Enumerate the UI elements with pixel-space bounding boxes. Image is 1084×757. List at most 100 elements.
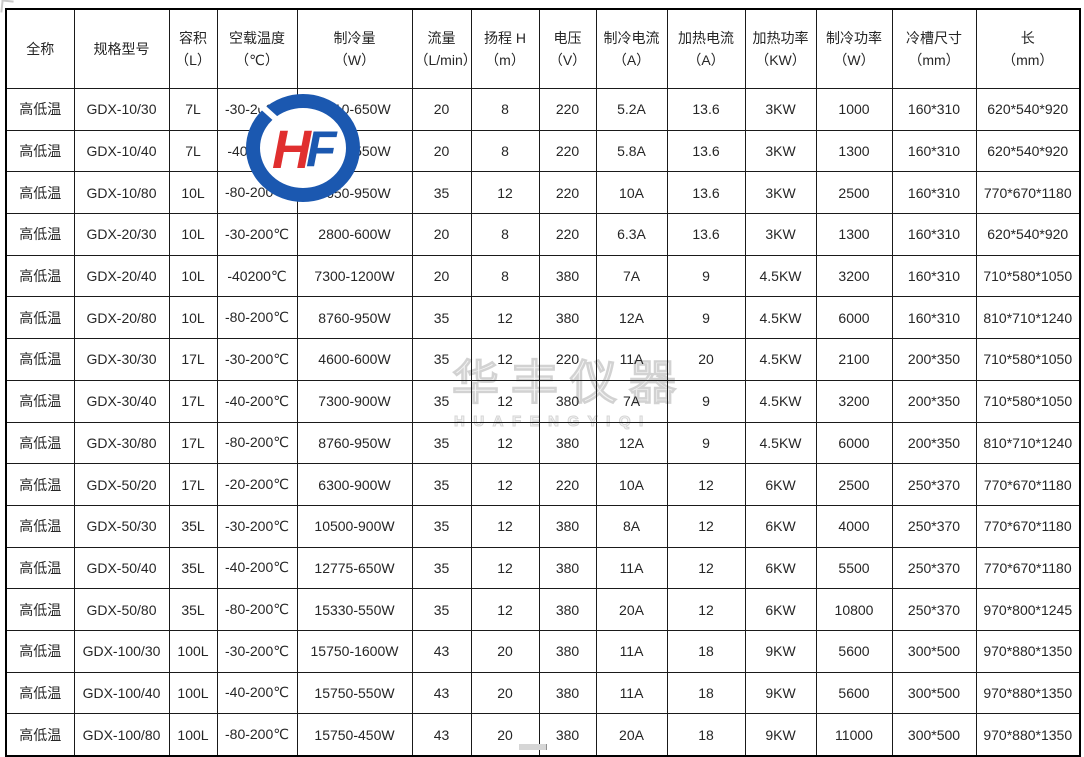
table-cell: 710*580*1050 — [975, 379, 1081, 423]
table-cell: 15750-450W — [296, 713, 413, 757]
table-cell: 380 — [538, 254, 597, 298]
table-cell: -30-200℃ — [216, 213, 298, 256]
table-cell: 20 — [666, 338, 746, 381]
table-cell: 11A — [595, 338, 668, 381]
table-cell: 高低温 — [5, 171, 75, 215]
table-cell: 620*540*920 — [975, 129, 1081, 173]
table-cell: 20 — [411, 254, 472, 298]
table-cell: 220 — [538, 129, 597, 173]
table-cell: 9 — [666, 379, 746, 423]
table-cell: 高低温 — [5, 546, 75, 590]
table-cell: 10L — [168, 171, 218, 215]
table-cell: 高低温 — [5, 296, 75, 340]
table-cell: 13.6 — [666, 88, 746, 131]
scrollbar-thumb-fragment[interactable] — [519, 744, 547, 750]
table-cell: 810*710*1240 — [975, 421, 1081, 465]
table-row: 高低温 GDX-100/40 100L -40-200℃ 15750-550W 43 20 3… — [5, 671, 1081, 715]
table-cell: 9KW — [744, 671, 817, 715]
table-cell: -30-200℃ — [216, 338, 298, 381]
table-cell: 7A — [595, 379, 668, 423]
table-cell: 18 — [666, 629, 746, 673]
table-cell: 10800 — [815, 588, 893, 631]
table-cell: 35 — [411, 421, 472, 465]
table-cell: -40-200℃ — [216, 379, 298, 423]
table-cell: 2100 — [815, 338, 893, 381]
table-cell: 5600 — [815, 671, 893, 715]
table-cell: GDX-10/80 — [73, 171, 170, 215]
table-cell: 高低温 — [5, 338, 75, 381]
table-cell: 160*310 — [891, 213, 977, 256]
table-cell: -40200℃ — [216, 254, 298, 298]
table-cell: 13.6 — [666, 171, 746, 215]
table-cell: 250*370 — [891, 546, 977, 590]
table-row: 高低温 GDX-10/30 7L -30-200℃ 2010-650W 20 8 220 5.2… — [5, 88, 1081, 131]
table-cell: 250*370 — [891, 588, 977, 631]
table-cell: 10L — [168, 213, 218, 256]
table-cell: 160*310 — [891, 129, 977, 173]
table-cell: 770*670*1180 — [975, 504, 1081, 548]
column-header: 长（mm） — [975, 8, 1081, 89]
table-cell: GDX-30/80 — [73, 421, 170, 465]
table-cell: 8 — [470, 213, 540, 256]
table-cell: 160*310 — [891, 88, 977, 131]
table-cell: 35 — [411, 171, 472, 215]
table-cell: 4.5KW — [744, 338, 817, 381]
table-cell: 12 — [470, 421, 540, 465]
table-cell: 17L — [168, 338, 218, 381]
table-cell: 高低温 — [5, 88, 75, 131]
column-header: 扬程 H （m） — [470, 8, 540, 89]
table-cell: 970*800*1245 — [975, 588, 1081, 631]
column-header: 冷槽尺寸 （mm） — [891, 8, 977, 89]
table-cell: 13.6 — [666, 129, 746, 173]
table-cell: 高低温 — [5, 713, 75, 757]
table-cell: 12 — [666, 588, 746, 631]
table-cell: -80-200℃ — [216, 296, 298, 340]
table-cell: 770*670*1180 — [975, 463, 1081, 506]
table-cell: 2500 — [815, 463, 893, 506]
table-cell: 710*580*1050 — [975, 254, 1081, 298]
table-cell: 8 — [470, 88, 540, 131]
table-cell: 10L — [168, 254, 218, 298]
table-cell: 4.5KW — [744, 379, 817, 423]
table-cell: 17L — [168, 421, 218, 465]
table-cell: 300*500 — [891, 713, 977, 757]
hf-logo: H F — [246, 94, 360, 202]
table-cell: 6KW — [744, 504, 817, 548]
table-cell: 2800-600W — [296, 213, 413, 256]
table-cell: 2500 — [815, 171, 893, 215]
table-cell: 300*500 — [891, 629, 977, 673]
table-cell: 高低温 — [5, 671, 75, 715]
table-cell: 12 — [666, 546, 746, 590]
table-cell: 12 — [470, 504, 540, 548]
table-cell: 100L — [168, 671, 218, 715]
table-cell: 770*670*1180 — [975, 171, 1081, 215]
table-cell: -20-200℃ — [216, 463, 298, 506]
table-cell: 380 — [538, 629, 597, 673]
table-cell: 高低温 — [5, 254, 75, 298]
table-cell: 5.2A — [595, 88, 668, 131]
table-cell: GDX-100/40 — [73, 671, 170, 715]
table-cell: 高低温 — [5, 421, 75, 465]
table-row: 高低温 GDX-50/30 35L -30-200℃ 10500-900W 35 12 380… — [5, 504, 1081, 548]
hf-logo-graphic: H F — [246, 94, 360, 202]
table-cell: 12 — [470, 296, 540, 340]
table-cell: 250*370 — [891, 504, 977, 548]
table-cell: -40-200℃ — [216, 671, 298, 715]
table-cell: GDX-10/40 — [73, 129, 170, 173]
table-cell: 9 — [666, 296, 746, 340]
table-row: 高低温 GDX-50/80 35L -80-200℃ 15330-550W 35 12 380… — [5, 588, 1081, 631]
column-header: 电压 （V） — [538, 8, 597, 89]
table-row: 高低温 GDX-10/80 10L -80-200℃ 3650-950W 35 12 220 1… — [5, 171, 1081, 215]
table-cell: 220 — [538, 338, 597, 381]
table-cell: 3KW — [744, 129, 817, 173]
table-cell: 高低温 — [5, 379, 75, 423]
column-header: 容积 （L） — [168, 8, 218, 89]
table-cell: 1300 — [815, 129, 893, 173]
table-cell: GDX-20/40 — [73, 254, 170, 298]
column-header: 加热功率 （KW） — [744, 8, 817, 89]
table-cell: 7L — [168, 129, 218, 173]
table-cell: 9 — [666, 254, 746, 298]
table-cell: 100L — [168, 629, 218, 673]
table-cell: 43 — [411, 671, 472, 715]
table-cell: 12 — [470, 546, 540, 590]
